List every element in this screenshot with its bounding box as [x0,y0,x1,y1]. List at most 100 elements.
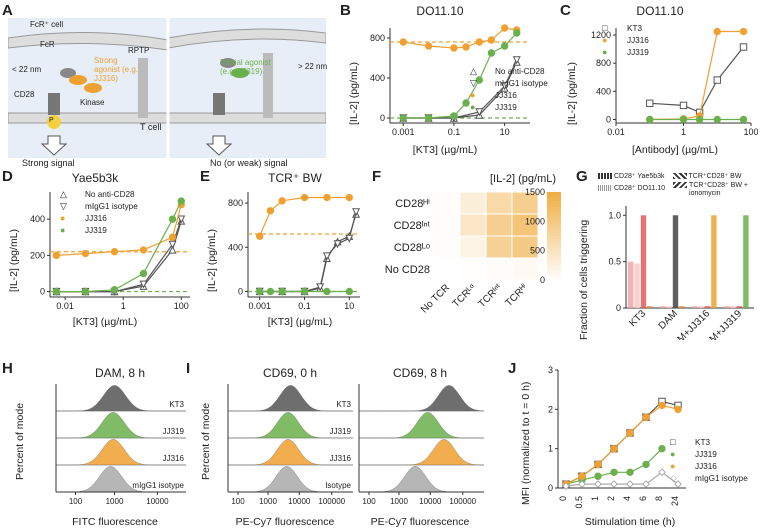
data-point [139,246,148,254]
d-legend-row-3: ● JJ316 [60,213,107,223]
chart-d: 0 200 400 0.01 1 100 [30,192,190,311]
data-point [168,215,177,223]
x-tick-label: 0 [558,496,568,501]
panel-label-a: A [2,2,13,19]
data-point [139,269,148,278]
colorbar-segment [547,212,561,216]
series-line [649,46,744,114]
bar [666,306,672,308]
data-point [610,480,618,488]
data-point [513,29,521,37]
data-point [658,401,666,410]
colorbar-segment [547,221,561,225]
data-point [139,280,148,289]
data-point [642,460,650,469]
y-tick-label: 0 [238,286,243,296]
a-gap-right: > 22 nm [298,62,328,71]
colorbar-segment [547,192,561,196]
data-point [739,43,748,51]
fcr-shape [60,68,76,78]
a-cd28: CD28 [14,90,35,99]
colorbar-segment [547,209,561,214]
histogram [359,385,485,412]
x-tick-label: 100000 [318,497,345,506]
d-legend-row-2: ▽ mIgG1 isotype [60,201,138,211]
data-point [487,49,496,57]
bar [698,306,704,308]
h-title: DAM, 8 h [94,366,145,380]
g-legend-3: TCR⁺CD28⁺ BW [688,173,742,180]
rptp-shape-left [138,58,148,118]
bar [647,306,653,308]
category-label: KT3 [627,308,648,329]
colorbar-segment [547,194,561,199]
x-tick-label: 24 [670,496,680,506]
d-ylabel: [IL-2] (pg/mL) [8,228,20,292]
data-point [278,197,286,205]
a-kinase: Kinase [80,98,105,107]
histogram [359,412,484,439]
data-point [278,287,286,296]
c-legend-row-3: ● JJ319 [602,47,649,57]
y-tick-label: 1200 [591,30,611,40]
x-tick-label: 4 [622,496,632,501]
heatmap-cell [459,257,487,281]
histogram [228,385,353,412]
track-label: JJ316 [330,454,352,463]
cd28-shape [48,93,60,115]
data-point [322,252,331,261]
bar [660,306,666,308]
colorbar-segment [547,238,561,243]
data-point [300,287,309,296]
chart-b: 0 400 800 0.001 0.1 10 [370,24,530,137]
colorbar-segment [547,262,561,266]
x-tick-label: 0.01 [56,301,74,311]
y-tick-label: 3 [548,365,553,375]
b-legend-row-1: △ No anti-CD28 [470,66,545,76]
data-point [266,287,275,296]
x-tick-label: 100000 [449,497,476,506]
heatmap-cell [485,235,513,259]
data-point [642,480,650,488]
a-weak-signal: No (or weak) signal [210,158,288,168]
j-legend-row-2: ● JJ319 [670,449,717,459]
x-tick-label: 6 [638,496,648,501]
heatmap-col-label: TCRᴵⁿᵗ [476,282,504,310]
histogram [56,439,186,466]
x-tick-label: 8 [654,496,664,501]
x-tick-label: 0.001 [392,127,415,137]
b-legend-1: No anti-CD28 [495,66,545,76]
chart-c: 0 400 800 1200 0.01 1 100 [591,27,758,137]
x-tick-label: 10000 [146,497,169,506]
data-point [578,472,586,480]
data-point [739,115,748,124]
series-line [56,204,182,256]
j-xlabel: Stimulation time (h) [584,516,676,528]
b-legend-4: JJ319 [495,102,517,112]
colorbar-tick: 1500 [525,187,545,197]
data-point [316,283,325,292]
data-point [168,245,177,254]
a-strong-signal: Strong signal [22,158,75,168]
data-point [110,248,119,256]
data-point [462,43,470,51]
colorbar-segment [547,233,561,237]
y-tick-label: 0 [616,303,621,313]
y-tick-label: 1 [548,444,553,454]
jj319-antibody-shape [231,68,249,78]
a-p: P [49,117,54,124]
data-point [450,44,458,52]
track-label: KT3 [169,400,184,409]
chart-e: 0 400 800 0.001 0.1 10 [228,192,361,311]
j-legend-4: mIgG1 isotype [695,473,748,483]
data-point [610,444,618,453]
b-legend-2: mIgG1 isotype [495,78,548,88]
data-point [333,240,342,249]
data-point [424,42,433,50]
heatmap-cell [485,191,513,215]
heatmap-row-label: CD28ᴸᵒ [394,242,430,254]
heatmap-row-label: No CD28 [385,264,430,276]
histogram [228,412,353,439]
x-tick-label: 100 [743,127,758,137]
